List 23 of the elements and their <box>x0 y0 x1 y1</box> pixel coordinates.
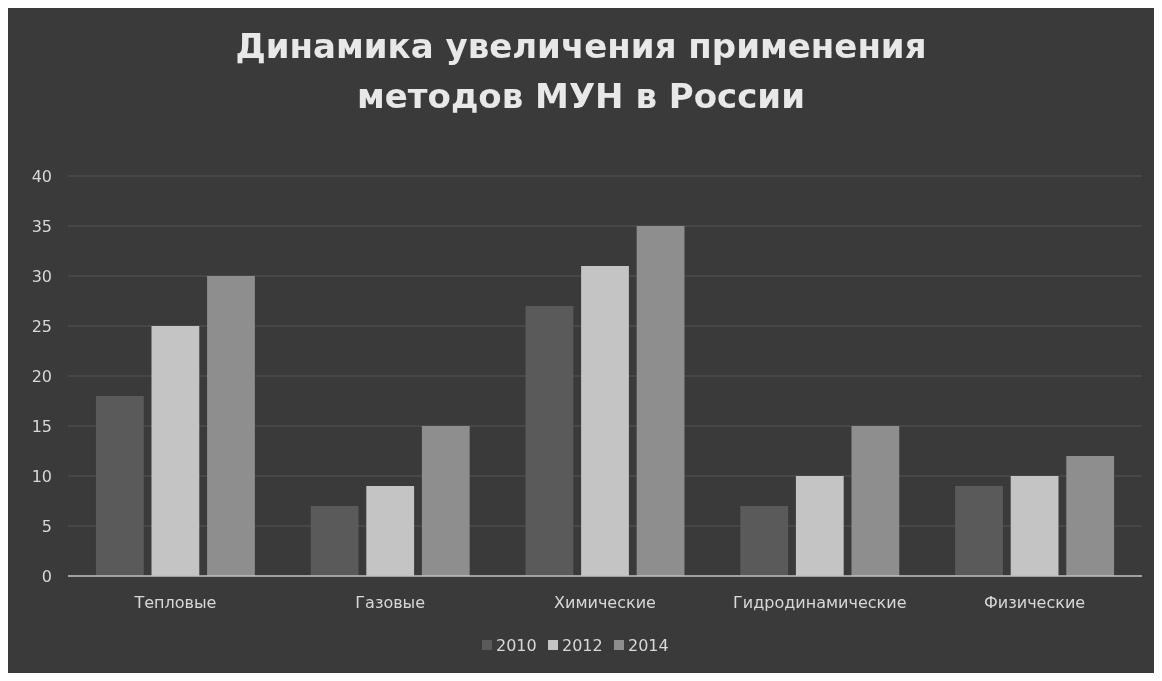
y-tick-label: 0 <box>41 566 52 586</box>
y-tick-label: 40 <box>31 166 52 186</box>
x-tick-label: Газовые <box>355 593 426 612</box>
bar <box>636 226 685 576</box>
bar <box>1066 456 1115 576</box>
y-tick-label: 10 <box>31 466 52 486</box>
y-tick-label: 15 <box>31 416 52 436</box>
y-tick-label: 25 <box>31 316 52 336</box>
x-tick-label: Тепловые <box>133 593 217 612</box>
chart-title: Динамика увеличения применения методов МУН в России <box>235 26 927 116</box>
x-tick-label: Гидродинамические <box>733 593 907 612</box>
y-tick-label: 20 <box>31 366 52 386</box>
bar <box>851 426 900 576</box>
bar <box>207 276 255 576</box>
legend-label: 2010 <box>496 636 537 655</box>
legend-label: 2012 <box>562 636 603 655</box>
y-tick-label: 5 <box>41 516 52 536</box>
x-tick-label: Физические <box>984 593 1086 612</box>
y-tick-label: 30 <box>31 266 52 286</box>
bar <box>421 426 470 576</box>
y-tick-label: 35 <box>31 216 52 236</box>
legend-label: 2014 <box>628 636 669 655</box>
x-tick-label: Химические <box>554 593 656 612</box>
